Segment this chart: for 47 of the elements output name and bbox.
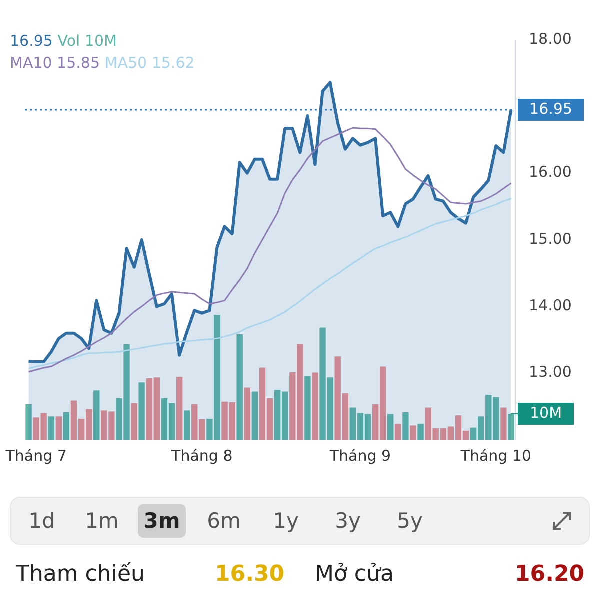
- text: 1d: [28, 508, 56, 535]
- annotation: 16.95: [10, 32, 54, 50]
- bar: [138, 382, 145, 440]
- x-tick-label: Tháng 8: [170, 446, 233, 465]
- bar: [94, 390, 100, 440]
- text: Tham chiếu: [16, 562, 145, 587]
- bar: [176, 377, 183, 440]
- bar: [304, 376, 311, 440]
- bar: [56, 416, 62, 440]
- text: MA10 15.85: [10, 54, 101, 72]
- text: 16.20: [515, 562, 585, 587]
- text: 5y: [396, 508, 424, 535]
- text: 3m: [138, 504, 186, 538]
- text: 1y: [272, 508, 300, 535]
- text: Vol 10M: [58, 32, 117, 50]
- bar: [244, 388, 250, 440]
- y2-tick-label: 10M: [530, 404, 562, 422]
- bar: [131, 403, 138, 440]
- text: 16.30: [215, 562, 285, 587]
- x-tick-label: Tháng 7: [4, 446, 67, 465]
- bar: [410, 426, 416, 440]
- bar: [388, 414, 394, 440]
- bar: [26, 404, 32, 440]
- bar: [508, 414, 514, 440]
- text: Mở cửa: [315, 562, 394, 587]
- x-tick-label: Tháng 10: [460, 446, 532, 465]
- ref-line-label: 16.95: [530, 100, 572, 118]
- x-tick-label: Tháng 9: [328, 446, 392, 465]
- bar: [402, 412, 409, 440]
- y-tick-label: 13.00: [529, 363, 572, 382]
- bar: [252, 392, 258, 440]
- text: 3y: [334, 508, 362, 535]
- bar: [500, 408, 507, 440]
- y-tick-label: 16.00: [529, 163, 572, 182]
- bar: [236, 334, 243, 440]
- bar: [48, 416, 54, 440]
- y-tick-label: 18.00: [529, 30, 572, 48]
- text: 1m: [84, 508, 120, 535]
- bar: [312, 372, 318, 440]
- text: 6m: [206, 508, 242, 535]
- bar: [63, 412, 70, 440]
- y-tick-label: 14.00: [529, 296, 572, 315]
- bar: [418, 424, 424, 440]
- bar: [184, 410, 190, 440]
- bar: [395, 424, 402, 440]
- y-tick-label: 15.00: [529, 230, 572, 248]
- text: MA50 15.62: [104, 54, 195, 72]
